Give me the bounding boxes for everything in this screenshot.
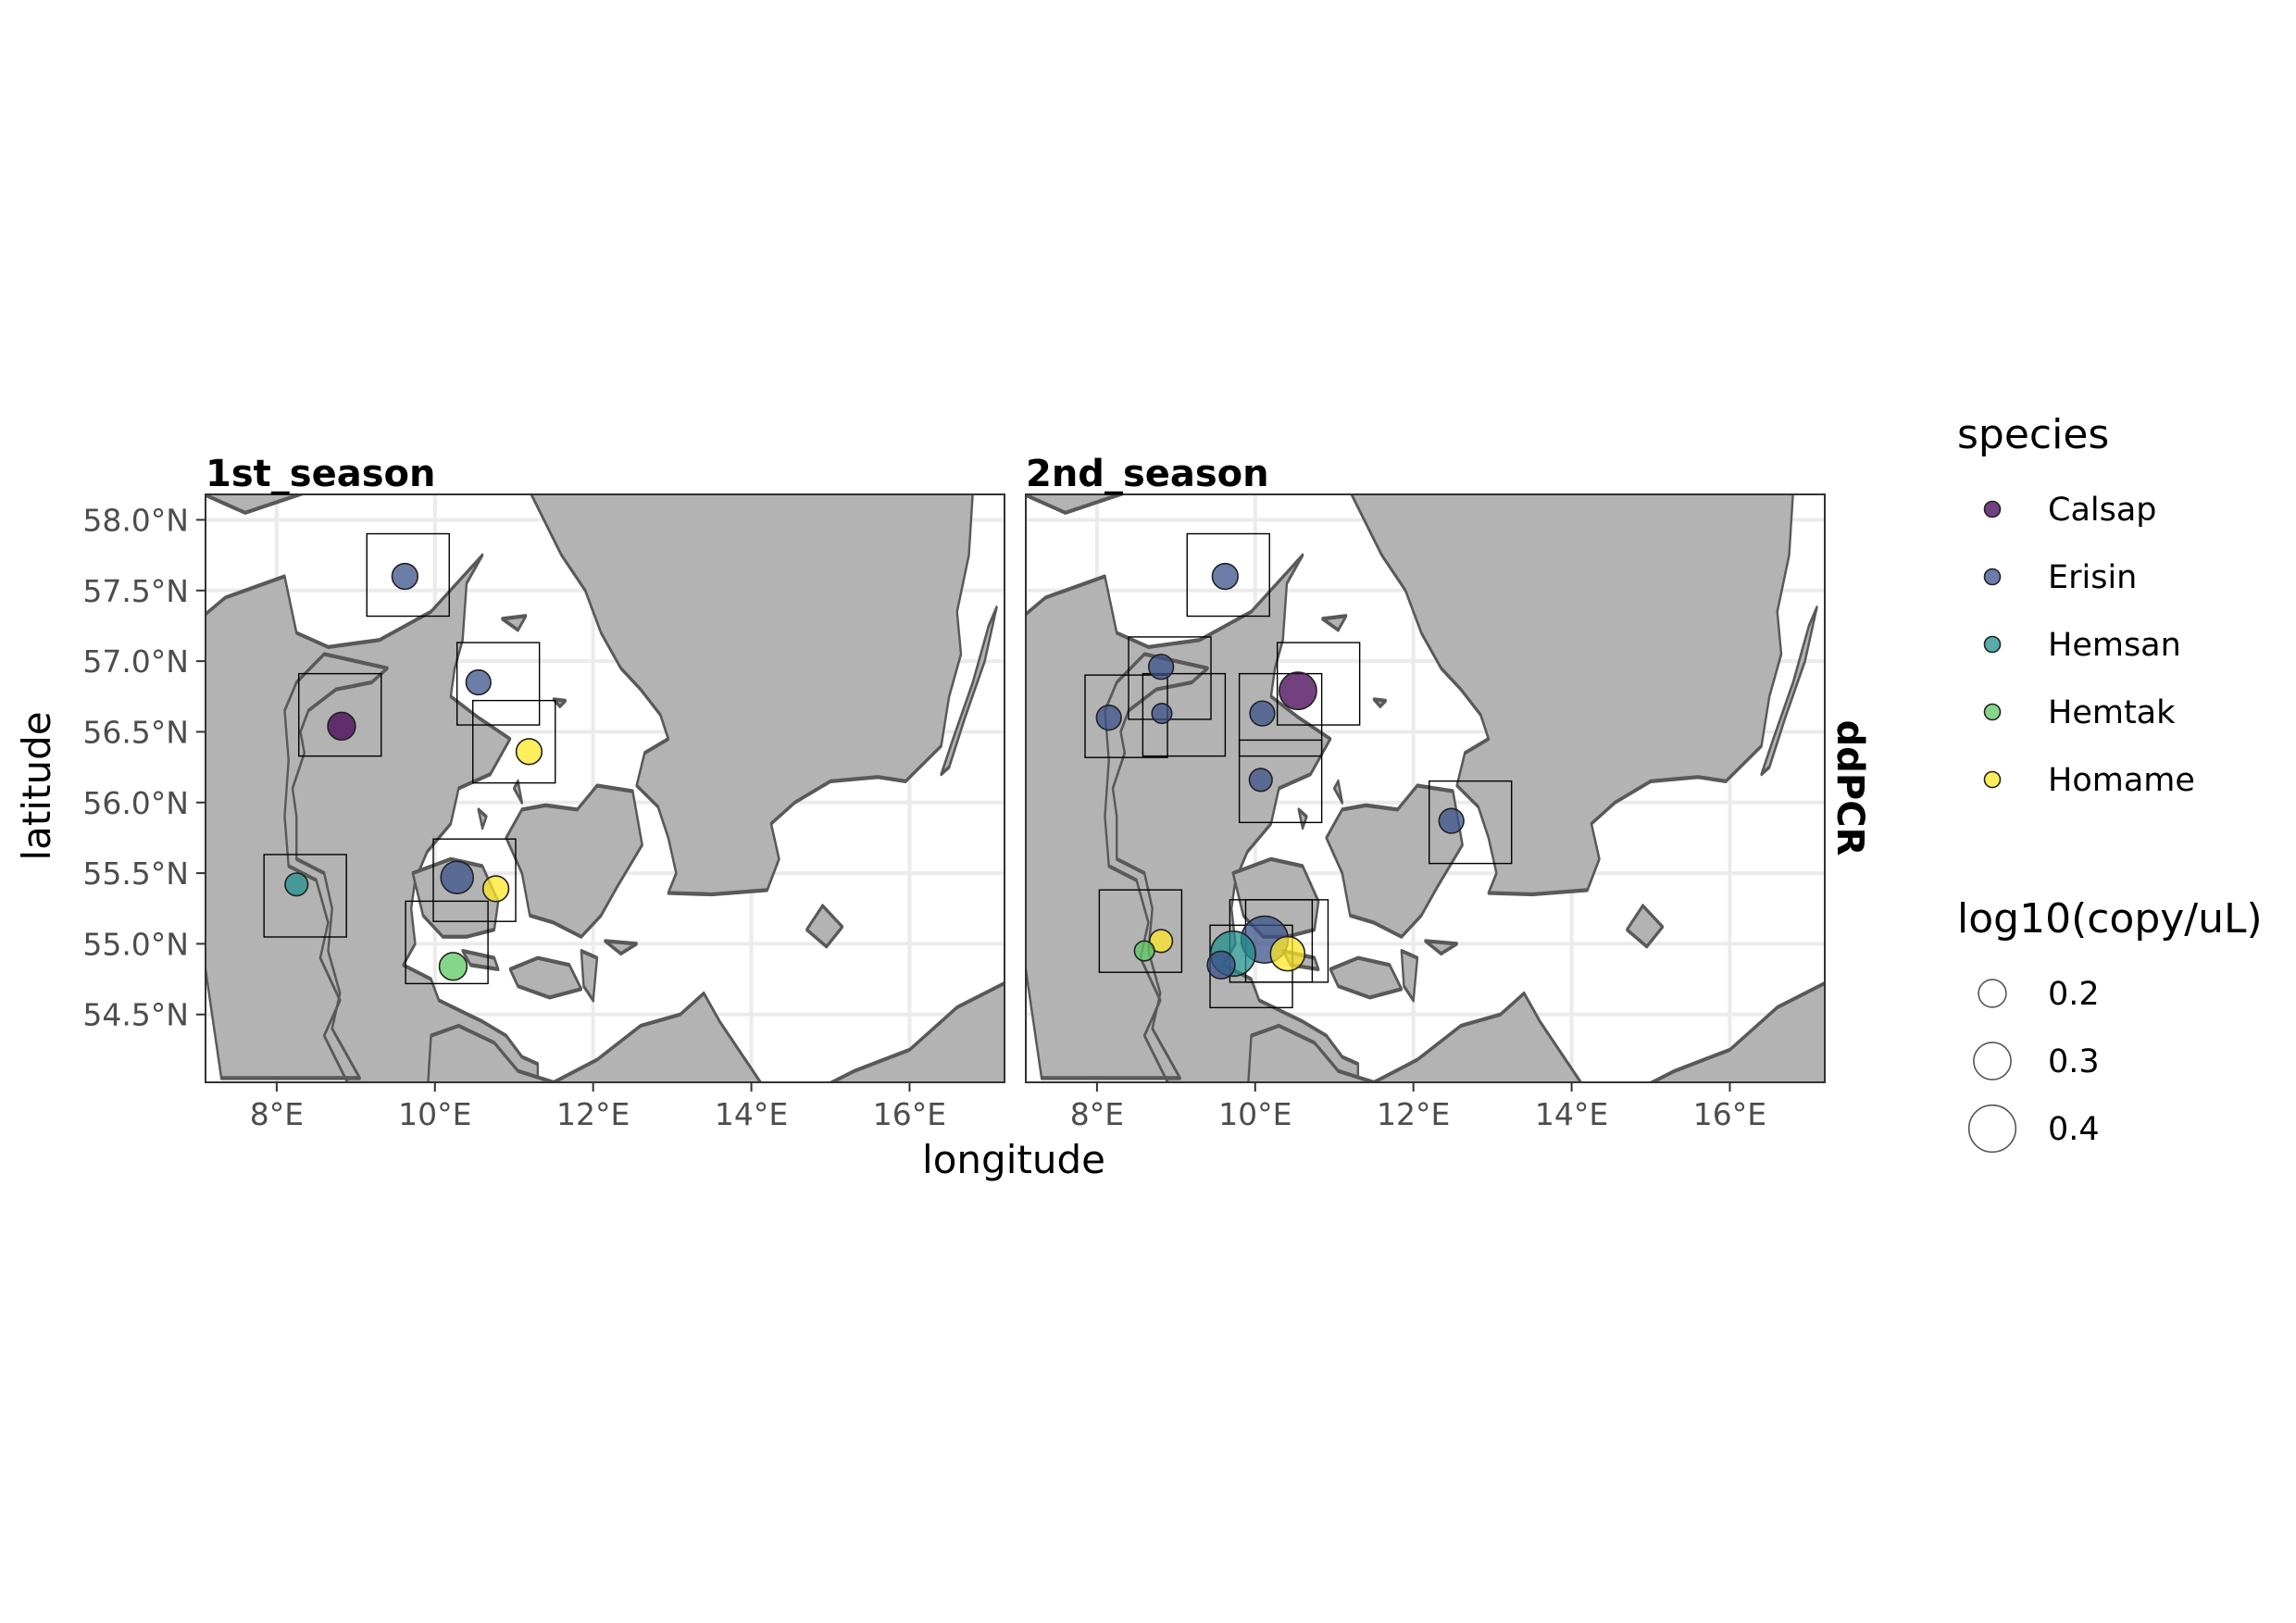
sample-point-hemtak: [438, 952, 468, 981]
sampling-area-box: [1186, 532, 1270, 618]
sample-point-erisin: [1211, 562, 1239, 591]
sampling-area-box: [1429, 780, 1513, 865]
legend-key-homame: [1983, 770, 2002, 789]
y-tick-label: 55.0°N: [82, 926, 189, 962]
sample-point-erisin: [1248, 768, 1273, 793]
x-axis-title: longitude: [922, 1137, 1105, 1182]
panel-border: [205, 493, 1005, 1083]
sample-point-erisin: [391, 562, 418, 591]
sampling-area-box: [1142, 672, 1227, 757]
x-tick-label: 8°E: [250, 1096, 304, 1132]
sample-point-erisin: [1147, 654, 1175, 680]
x-tick-label: 16°E: [1693, 1096, 1766, 1132]
y-tick-label: 55.5°N: [82, 855, 189, 892]
legend-label-calsap: Calsap: [2048, 492, 2157, 529]
legend-size-label: 0.4: [2048, 1111, 2100, 1148]
legend-size-key: [1973, 1042, 2012, 1080]
sampling-area-box: [366, 532, 450, 618]
x-tick-label: 10°E: [398, 1096, 471, 1132]
sampling-area-box: [1238, 739, 1323, 824]
sampling-area-box: [1276, 642, 1361, 726]
sampling-area-box: [432, 838, 517, 922]
y-tick-label: 57.5°N: [82, 573, 189, 609]
sample-point-homame: [515, 738, 543, 766]
legend-size-key: [1967, 1104, 2017, 1154]
legend-size-label: 0.3: [2048, 1043, 2100, 1080]
sample-point-calsap: [327, 711, 356, 742]
legend-size-key: [1978, 979, 2007, 1008]
legend-key-hemtak: [1983, 703, 2002, 721]
sample-point-calsap: [1279, 671, 1317, 711]
sample-point-homame: [1269, 935, 1306, 972]
legend: species Calsap Erisin Hemsan Hemtak Homame l…: [1957, 411, 2263, 1154]
sample-point-hemsan: [284, 872, 309, 897]
sample-point-erisin: [1206, 950, 1236, 980]
sampling-area-box: [472, 699, 556, 784]
sample-point-erisin: [1151, 703, 1173, 725]
sampling-area-box: [263, 854, 347, 938]
panel-border: [1025, 493, 1826, 1083]
x-tick-label: 12°E: [556, 1096, 630, 1132]
sample-point-erisin: [440, 860, 475, 894]
sampling-area-box: [298, 672, 382, 757]
panel-title-2nd-season: 2nd_season: [1026, 453, 1269, 495]
sample-point-homame: [481, 875, 510, 903]
map-panel-2nd-season: [1025, 493, 1826, 1083]
species-legend: Calsap Erisin Hemsan Hemtak Homame: [1983, 492, 2195, 799]
sample-point-erisin: [1095, 705, 1122, 731]
x-axis: 8°E 10°E 12°E 14°E 16°E 8°E 10°E 12°E 14°E 16°E: [250, 1082, 1766, 1132]
sampling-area-box: [1098, 889, 1183, 973]
legend-key-calsap: [1983, 500, 2002, 518]
x-tick-label: 16°E: [873, 1096, 946, 1132]
y-tick-label: 56.0°N: [82, 785, 189, 821]
legend-size-label: 0.2: [2048, 976, 2100, 1013]
y-tick-label: 54.5°N: [82, 997, 189, 1033]
y-tick-label: 56.5°N: [82, 714, 189, 750]
legend-size-title: log10(copy/uL): [1957, 895, 2263, 943]
sampling-area-box: [1238, 672, 1323, 757]
panel-title-1st-season: 1st_season: [206, 453, 435, 495]
y-tick-label: 57.0°N: [82, 643, 189, 680]
map-panel-1st-season: [205, 493, 1005, 1083]
x-tick-label: 14°E: [715, 1096, 788, 1132]
sample-point-homame: [1149, 929, 1174, 954]
legend-label-erisin: Erisin: [2048, 559, 2137, 596]
y-axis-title: latitude: [14, 711, 59, 860]
sample-point-erisin: [1438, 807, 1465, 834]
sample-point-hemtak: [1133, 940, 1155, 962]
x-tick-label: 10°E: [1218, 1096, 1292, 1132]
legend-label-hemtak: Hemtak: [2048, 694, 2176, 731]
y-tick-label: 58.0°N: [82, 502, 189, 538]
sampling-area-box: [455, 642, 541, 726]
legend-label-hemsan: Hemsan: [2048, 627, 2181, 664]
x-tick-label: 8°E: [1070, 1096, 1124, 1132]
sampling-area-box: [405, 900, 489, 985]
legend-key-hemsan: [1983, 635, 2002, 654]
legend-species-title: species: [1957, 411, 2109, 458]
legend-key-erisin: [1983, 568, 2002, 586]
legend-label-homame: Homame: [2048, 762, 2195, 799]
row-strip-label: ddPCR: [1828, 720, 1871, 856]
x-tick-label: 12°E: [1377, 1096, 1450, 1132]
y-axis: 54.5°N 55.0°N 55.5°N 56.0°N 56.5°N 57.0°N 57.5…: [82, 502, 206, 1033]
sample-point-erisin: [465, 668, 492, 696]
size-legend: 0.2 0.3 0.4: [1967, 976, 2100, 1154]
x-tick-label: 14°E: [1535, 1096, 1608, 1132]
sample-point-erisin: [1249, 700, 1276, 727]
